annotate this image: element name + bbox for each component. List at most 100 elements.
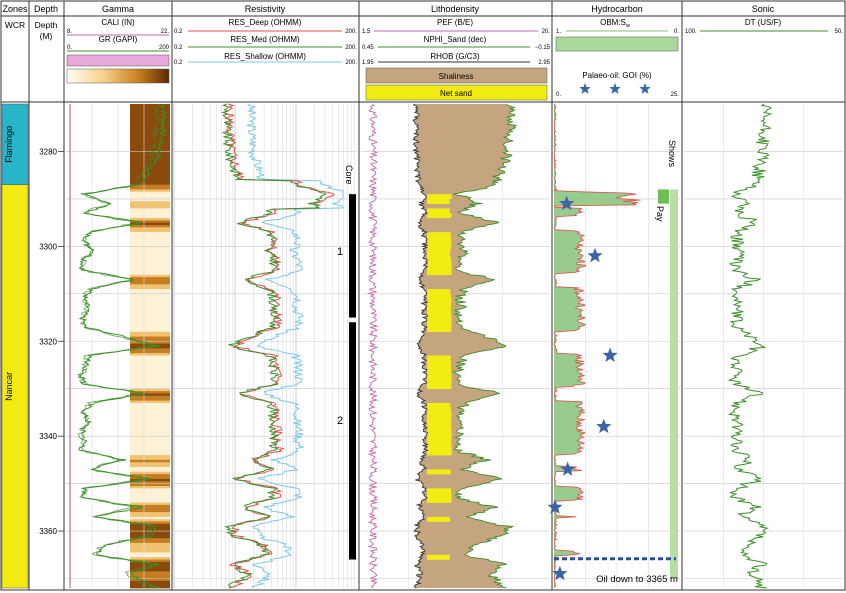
res-med-max: 200. [345, 45, 357, 51]
net-sand-fill [427, 241, 452, 247]
goi-max: 25. [671, 92, 680, 98]
nphi-curve [451, 103, 518, 589]
gr-color-band [130, 391, 170, 394]
gr-color-band [130, 213, 170, 216]
net-sand-fill [427, 493, 452, 499]
gr-color-band [130, 279, 170, 283]
gr-color-band [130, 452, 170, 456]
gr-color-band [130, 149, 170, 152]
pef-label: PEF (B/E) [437, 18, 473, 27]
gr-color-band [130, 355, 170, 359]
pef-curve [367, 103, 379, 589]
gr-color-band [130, 410, 170, 413]
gr-color-band [130, 305, 170, 309]
gr-color-band [130, 552, 170, 556]
gr-color-band [130, 248, 170, 252]
gr-color-scale [66, 68, 170, 84]
goi-star [602, 347, 618, 362]
gr-color-band [130, 538, 170, 541]
goi-legend-star [639, 83, 651, 94]
gr-color-band [130, 246, 170, 250]
gr-color-band [130, 569, 170, 572]
gr-color-band [130, 106, 170, 110]
gr-color-band [130, 557, 170, 560]
rhob-max: 2.95 [538, 60, 550, 66]
gr-color-band [130, 217, 170, 221]
obm-min: 1. [556, 29, 561, 35]
nphi-label: NPHI_Sand (dec) [424, 35, 487, 44]
gr-color-band [130, 127, 170, 131]
gr-color-band [130, 414, 170, 418]
gr-color-band [130, 386, 170, 390]
gr-color-band [130, 111, 170, 114]
net-sand-fill [427, 236, 452, 242]
gr-color-band [130, 210, 170, 214]
gr-color-band [130, 208, 170, 212]
cali-min: 8. [67, 29, 72, 35]
res-med-min: 0.2 [174, 45, 183, 51]
gr-color-band [130, 338, 170, 342]
gr-color-band [130, 258, 170, 261]
net-sand-fill [427, 369, 452, 375]
gr-color-band [130, 220, 170, 224]
gr-color-band [130, 317, 170, 321]
zone-label: Flamingo [4, 126, 14, 163]
gr-color-band [130, 172, 170, 176]
net-sand-fill [427, 312, 452, 318]
gr-color-band [130, 324, 170, 328]
gr-color-band [130, 239, 170, 243]
gr-color-band [130, 545, 170, 549]
core-label: Core [344, 165, 354, 185]
res-shallow-max: 200. [345, 60, 357, 66]
gr-color-band [130, 353, 170, 356]
gr-color-band [130, 547, 170, 551]
zone-label: Nancar [4, 372, 14, 401]
obm-label-sub: w [625, 23, 630, 29]
net-sand-fill [427, 208, 450, 214]
zone-nancar [1, 184, 29, 589]
gr-color-band [130, 293, 170, 297]
resistivity-track [173, 103, 357, 589]
wcr-label: WCR [5, 20, 25, 30]
gr-color-band [130, 400, 170, 404]
track-title-hydrocarbon: Hydrocarbon [591, 4, 643, 14]
obm-max: 0. [674, 29, 679, 35]
gr-color-band [130, 450, 170, 454]
gr-color-band [130, 571, 170, 575]
res-med-curve [220, 103, 327, 589]
gr-color-band [130, 580, 170, 584]
gr-color-band [130, 177, 170, 181]
depth-header-unit: (M) [40, 31, 53, 41]
gr-color-band [130, 322, 170, 326]
net-sand-fill [427, 270, 452, 276]
gr-color-band [130, 550, 170, 553]
gr-color-band [130, 438, 170, 442]
gr-color-band [130, 241, 170, 245]
gr-color-band [130, 474, 170, 477]
gr-color-band [130, 329, 170, 333]
gr-color-band [130, 203, 170, 207]
net-sand-fill [427, 194, 452, 200]
gr-color-band [130, 476, 170, 480]
gr-color-band [130, 383, 170, 387]
gr-color-band [130, 251, 170, 254]
pay-bar [670, 189, 678, 579]
gr-color-band [130, 196, 170, 200]
net-sand-fill [427, 554, 450, 560]
gr-color-band [130, 485, 170, 489]
goi-legend-star [579, 83, 591, 94]
nphi-min: 0.45 [362, 45, 374, 51]
depth-header-label: Depth [35, 20, 58, 30]
gr-color-band [130, 184, 170, 188]
goi-star [560, 461, 576, 476]
gr-color-band [130, 139, 170, 143]
track-title-gamma: Gamma [102, 4, 134, 14]
net-sand-fill [427, 407, 451, 413]
gr-color-band [130, 448, 170, 451]
gr-color-band [130, 215, 170, 219]
gamma-track [66, 103, 170, 589]
gr-color-band [130, 445, 170, 449]
net-sand-fill [427, 497, 452, 503]
net-sand-fill [427, 246, 451, 252]
res-shallow-curve [246, 103, 344, 589]
